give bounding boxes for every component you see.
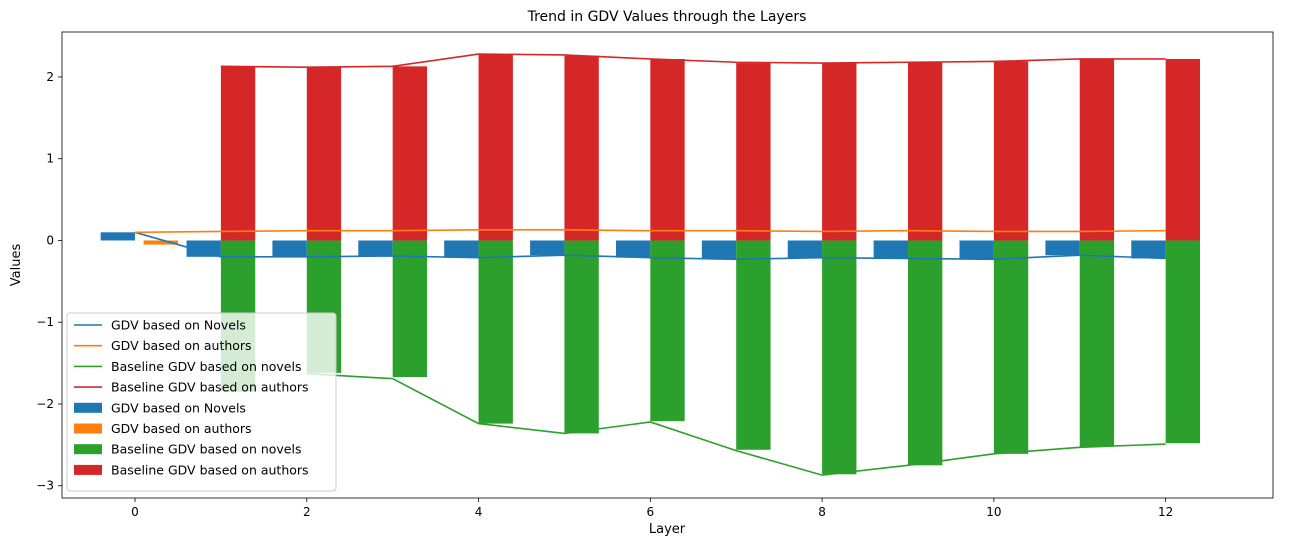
bar-baseline-gdv-based-on-authors xyxy=(650,58,685,241)
chart-title: Trend in GDV Values through the Layers xyxy=(527,9,807,25)
line-gdv-based-on-authors xyxy=(134,229,1166,234)
bar-gdv-based-on-novels xyxy=(272,240,307,257)
y-tick-label: −1 xyxy=(36,315,54,329)
bar-gdv-based-on-authors xyxy=(143,240,178,245)
bar-gdv-based-on-novels xyxy=(530,240,565,256)
bar-gdv-based-on-novels xyxy=(444,240,479,258)
bar-baseline-gdv-based-on-authors xyxy=(392,66,428,241)
line-gdv-based-on-novels xyxy=(134,231,1166,261)
bar-gdv-based-on-novels xyxy=(959,240,994,260)
legend-bar-swatch xyxy=(74,444,102,455)
lines-layer xyxy=(134,53,1166,476)
bar-gdv-based-on-novels xyxy=(358,240,393,257)
x-axis-label: Layer xyxy=(649,522,686,537)
legend-label: GDV based on authors xyxy=(111,338,252,353)
bar-baseline-gdv-based-on-authors xyxy=(993,61,1029,241)
bar-gdv-based-on-novels xyxy=(787,240,823,258)
legend-bar-swatch xyxy=(74,402,102,413)
y-tick-label: −3 xyxy=(36,479,54,493)
x-tick-label: 6 xyxy=(647,505,655,519)
x-tick-label: 4 xyxy=(475,505,483,519)
legend-label: Baseline GDV based on authors xyxy=(111,462,309,477)
bar-baseline-gdv-based-on-authors xyxy=(220,66,256,241)
bar-gdv-based-on-novels xyxy=(1045,240,1080,256)
legend-label: GDV based on Novels xyxy=(111,400,246,415)
bar-gdv-based-on-novels xyxy=(873,240,908,259)
bar-baseline-gdv-based-on-authors xyxy=(1165,58,1200,241)
bar-baseline-gdv-based-on-novels xyxy=(1165,240,1200,444)
bar-gdv-based-on-novels xyxy=(1131,240,1166,259)
legend-label: Baseline GDV based on novels xyxy=(111,359,301,374)
bar-baseline-gdv-based-on-authors xyxy=(478,54,513,241)
legend-box xyxy=(66,312,337,492)
x-tick-label: 0 xyxy=(131,505,139,519)
legend-label: GDV based on authors xyxy=(111,421,252,436)
line-baseline-gdv-based-on-authors xyxy=(220,53,1166,68)
bar-baseline-gdv-based-on-novels xyxy=(907,240,943,466)
legend-label: Baseline GDV based on novels xyxy=(111,442,301,457)
bar-baseline-gdv-based-on-novels xyxy=(736,240,771,450)
legend-bar-swatch xyxy=(74,464,102,475)
y-tick-label: −2 xyxy=(36,397,54,411)
bar-baseline-gdv-based-on-authors xyxy=(1079,58,1115,241)
bar-baseline-gdv-based-on-novels xyxy=(478,240,513,424)
y-tick-label: 0 xyxy=(46,233,54,247)
x-tick-label: 2 xyxy=(303,505,311,519)
plot-frame xyxy=(61,31,1274,499)
legend-bar-swatch xyxy=(74,423,102,434)
line-baseline-gdv-based-on-novels xyxy=(306,372,1166,476)
x-tick-label: 8 xyxy=(818,505,826,519)
bars-layer xyxy=(100,54,1200,475)
bar-gdv-based-on-novels xyxy=(701,240,737,260)
x-tick-label: 10 xyxy=(986,505,1001,519)
bar-gdv-based-on-novels xyxy=(615,240,651,258)
x-ticks: 0 2 4 6 8 10 12 xyxy=(131,498,1173,519)
legend-items: GDV based on Novels GDV based on authors B… xyxy=(74,318,309,477)
legend-label: Baseline GDV based on authors xyxy=(111,380,309,395)
x-tick-label: 12 xyxy=(1158,505,1173,519)
y-ticks: −3 −2 −1 0 1 2 xyxy=(36,70,62,493)
bar-baseline-gdv-based-on-authors xyxy=(907,62,943,241)
bar-baseline-gdv-based-on-novels xyxy=(392,240,428,378)
bar-baseline-gdv-based-on-authors xyxy=(564,55,599,241)
bar-baseline-gdv-based-on-novels xyxy=(564,240,599,434)
bar-baseline-gdv-based-on-authors xyxy=(822,63,857,241)
y-tick-label: 1 xyxy=(46,152,54,166)
bar-baseline-gdv-based-on-novels xyxy=(650,240,685,422)
legend: GDV based on Novels GDV based on authors B… xyxy=(66,312,337,492)
legend-label: GDV based on Novels xyxy=(111,318,246,333)
bar-baseline-gdv-based-on-novels xyxy=(993,240,1029,454)
bar-gdv-based-on-novels xyxy=(186,240,221,257)
bar-baseline-gdv-based-on-novels xyxy=(1079,240,1115,447)
bar-baseline-gdv-based-on-authors xyxy=(736,63,771,241)
bar-gdv-based-on-novels xyxy=(100,232,136,241)
y-tick-label: 2 xyxy=(46,70,54,84)
y-axis-label: Values xyxy=(9,244,24,287)
bar-baseline-gdv-based-on-novels xyxy=(822,240,857,475)
bar-baseline-gdv-based-on-authors xyxy=(306,67,342,241)
